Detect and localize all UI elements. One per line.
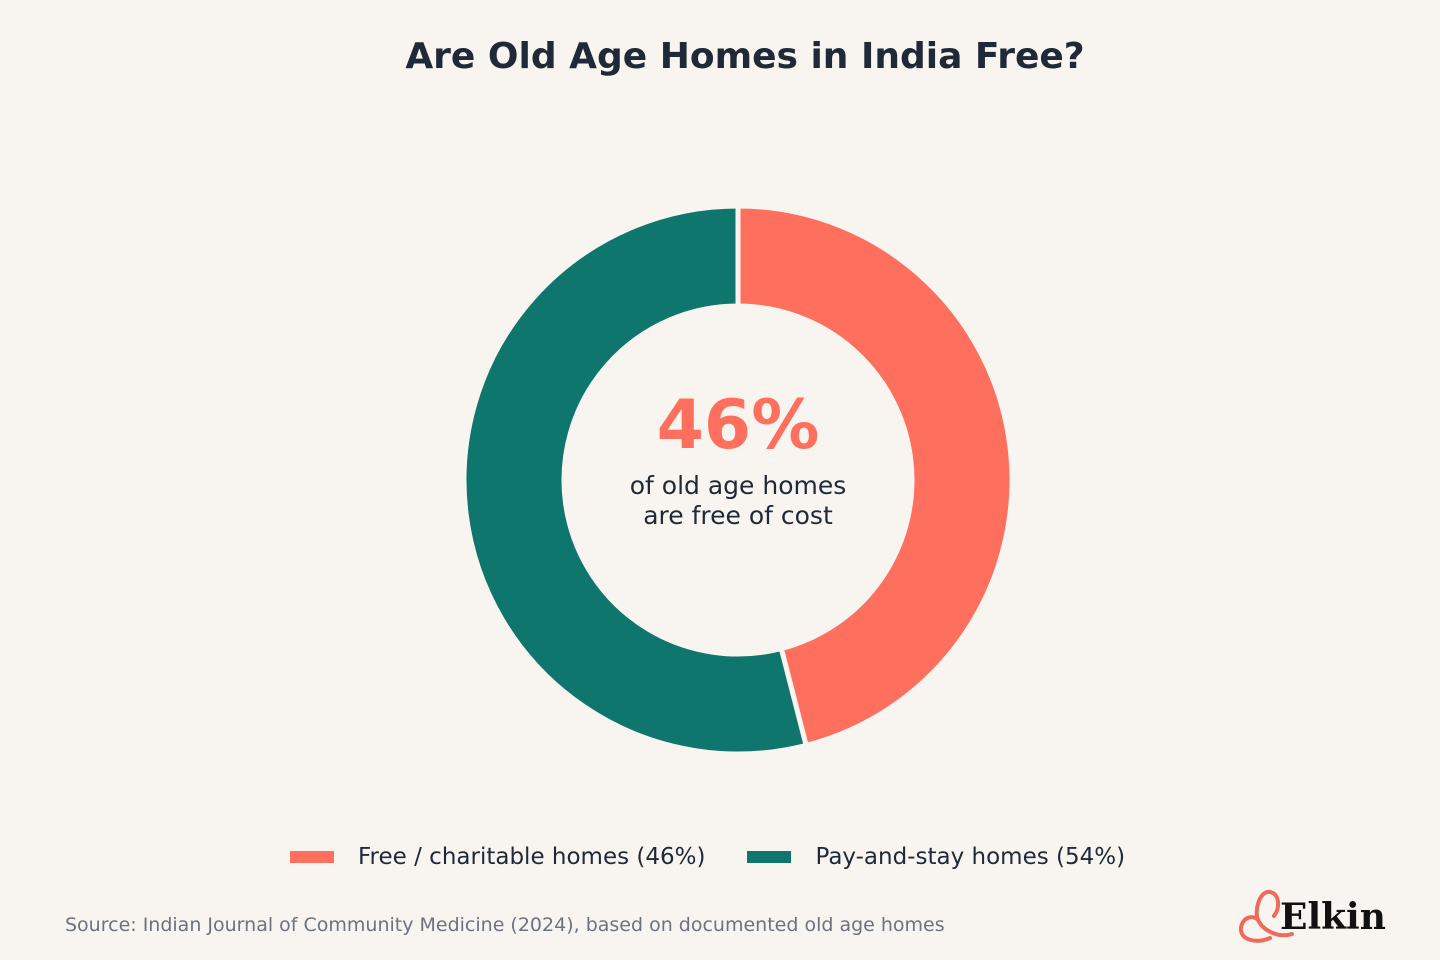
legend-swatch-pay	[747, 851, 792, 863]
legend-item-free: Free / charitable homes (46%)	[290, 844, 706, 870]
chart-title: Are Old Age Homes in India Free?	[405, 36, 1085, 77]
legend-swatch-free	[290, 851, 334, 863]
legend-item-pay: Pay-and-stay homes (54%)	[747, 844, 1126, 870]
brand-logo: Elkin	[1236, 888, 1386, 946]
donut-slice-free	[735, 203, 1015, 749]
heart-outline-icon	[1239, 889, 1294, 943]
donut-slice-pay	[461, 203, 810, 757]
donut-slices	[461, 203, 1015, 757]
legend-label-free: Free / charitable homes (46%)	[358, 844, 706, 870]
brand-name: Elkin	[1280, 896, 1386, 938]
legend: Free / charitable homes (46%) Pay-and-st…	[0, 844, 1440, 870]
center-value: 46%	[657, 386, 820, 465]
center-caption-line2: are free of cost	[643, 501, 833, 530]
source-note: Source: Indian Journal of Community Medi…	[65, 914, 945, 936]
center-caption-line1: of old age homes	[630, 471, 847, 500]
legend-label-pay: Pay-and-stay homes (54%)	[815, 844, 1126, 870]
